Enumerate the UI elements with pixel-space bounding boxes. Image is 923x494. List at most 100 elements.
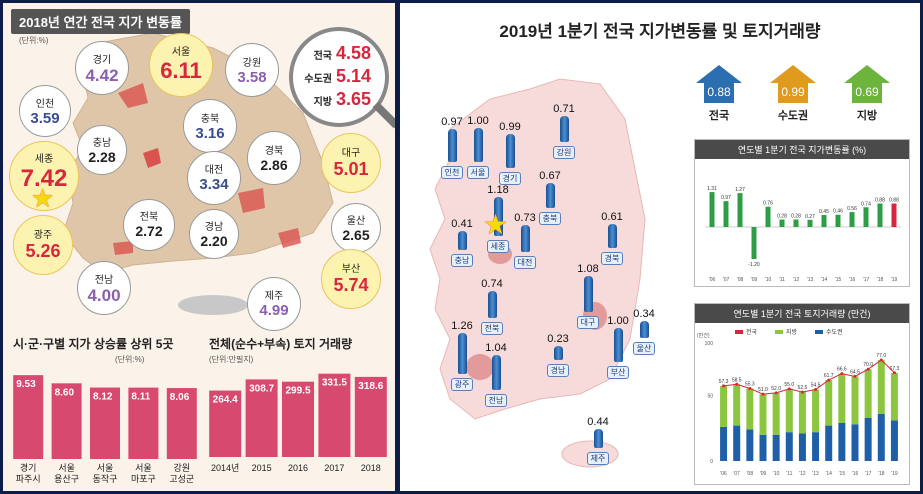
summary-row-national: 전국 4.58 — [293, 43, 385, 64]
transaction-bar-capital — [759, 434, 767, 461]
region-value: 0.99 — [499, 121, 521, 134]
rate-bar — [877, 203, 883, 227]
transaction-value-label: 52.0 — [771, 386, 781, 392]
transaction-value-label: 64.5 — [850, 369, 860, 375]
region-cylinder — [607, 224, 617, 248]
region-name: 제주 — [264, 291, 284, 302]
summary-house-icon: 0.88 전국 — [694, 63, 744, 122]
transaction-total-point — [748, 386, 752, 390]
region-name: 대구 — [576, 315, 600, 329]
region-cylinder — [559, 115, 569, 142]
summary-label: 수도권 — [304, 74, 332, 85]
top5-category-label: 강원 — [174, 463, 191, 473]
transaction-value-label: 70.0 — [863, 362, 873, 368]
transaction-bar-local — [772, 392, 780, 435]
top5-value-label: 9.53 — [16, 379, 36, 390]
region-value: 4.99 — [259, 302, 289, 319]
star-icon: ★ — [31, 183, 55, 213]
transaction-value-label: 55.3 — [745, 381, 755, 387]
transaction-value-label: 52.5 — [798, 385, 808, 391]
region-value: 0.73 — [514, 212, 536, 225]
rate-value-label: 0.45 — [819, 209, 829, 215]
right-panel: 2019년 1분기 전국 지가변동률 및 토지거래량 0.97 인천 1.00 서울 0… — [400, 3, 920, 491]
region-name: 전남 — [94, 275, 114, 286]
region-marker: 1.00 서울 — [464, 115, 492, 180]
transaction-category-label: '12 — [799, 471, 806, 477]
rate-value-label: 0.28 — [791, 214, 801, 220]
region-value: 6.11 — [160, 58, 202, 83]
transaction-total-point — [800, 390, 804, 394]
transaction-bar-local — [838, 373, 846, 423]
left-title: 2018년 연간 전국 지가 변동률 — [11, 9, 190, 34]
transaction-total-point — [774, 391, 778, 395]
region-marker: 1.00 부산 — [604, 315, 632, 380]
region-marker: 0.61 경북 — [598, 211, 626, 266]
volume-bar — [245, 379, 278, 457]
region-name: 전남 — [484, 393, 508, 407]
region-value: 0.44 — [587, 415, 609, 428]
transaction-category-label: '11 — [786, 471, 792, 477]
transaction-value-label: 54.5 — [811, 383, 821, 389]
transaction-bar-capital — [812, 432, 820, 461]
region-marker: 1.18 세종 — [484, 184, 512, 254]
transaction-bar-local — [798, 392, 806, 434]
top5-category-label: 고성군 — [169, 474, 194, 484]
transaction-total-point — [735, 382, 739, 386]
region-marker: 0.99 경기 — [496, 121, 524, 186]
rate-bar — [793, 219, 799, 227]
region-value: 0.97 — [441, 115, 463, 128]
region-cylinder — [457, 333, 467, 374]
transaction-bar-local — [864, 369, 872, 418]
volume-title: 전체(순수+부속) 토지 거래량 — [209, 337, 353, 351]
volume-value-label: 318.6 — [358, 381, 383, 392]
legend-swatch — [775, 330, 783, 334]
rate-category-label: '19 — [891, 277, 898, 283]
bubble-busan: 부산 5.74 — [321, 249, 381, 309]
transaction-value-label: 77.0 — [876, 353, 886, 359]
summary-house-label: 수도권 — [777, 110, 809, 122]
transaction-bar-local — [825, 380, 833, 426]
rate-bar — [891, 203, 897, 227]
region-name: 전북 — [480, 321, 504, 335]
top5-category-label: 용산구 — [54, 474, 79, 484]
transaction-bar-local — [812, 389, 820, 433]
summary-value: 3.65 — [336, 89, 372, 109]
region-cylinder — [505, 134, 515, 168]
transaction-y-tick: 100 — [705, 341, 714, 347]
transaction-value-label: 57.3 — [719, 379, 729, 385]
transaction-bar-capital — [864, 417, 872, 461]
region-value: 3.16 — [195, 125, 225, 142]
region-cylinder — [639, 321, 649, 338]
transaction-category-label: '17 — [865, 471, 872, 477]
summary-house-value: 0.99 — [781, 85, 805, 99]
bubble-daegu: 대구 5.01 — [321, 133, 381, 193]
rate-chart-box: 연도별 1분기 전국 지가변동률 (%) 1.31 '06 0.97 '07 1.27 '… — [694, 139, 910, 287]
transaction-bar-capital — [785, 432, 793, 461]
transaction-category-label: '08 — [747, 471, 754, 477]
transaction-category-label: '06 — [720, 471, 727, 477]
transaction-value-label: 51.0 — [758, 387, 768, 393]
region-name: 충남 — [450, 253, 474, 267]
top5-category-label: 서울 — [97, 463, 114, 473]
rate-category-label: '17 — [863, 277, 870, 283]
rate-value-label: 0.46 — [833, 209, 843, 215]
top5-value-label: 8.11 — [131, 392, 150, 403]
transaction-bar-local — [785, 388, 793, 433]
summary-row-local: 지방 3.65 — [293, 89, 385, 110]
top5-category-label: 파주시 — [16, 474, 41, 484]
bubble-ulsan: 울산 2.65 — [331, 203, 381, 253]
top5-bar — [51, 383, 82, 459]
rate-bar — [835, 214, 841, 227]
volume-category-label: 2018 — [361, 463, 381, 473]
rate-value-label: 1.31 — [707, 186, 717, 192]
top5-bar — [90, 387, 120, 459]
region-value: 0.74 — [481, 277, 503, 290]
volume-bar — [209, 390, 242, 457]
transaction-value-label: 58.5 — [732, 377, 742, 383]
region-marker: 0.73 대전 — [511, 212, 539, 270]
transaction-bar-capital — [877, 413, 885, 461]
region-value: 4.42 — [85, 66, 119, 85]
region-name: 대전 — [204, 165, 224, 176]
region-value: 2.65 — [342, 227, 370, 243]
region-cylinder — [491, 354, 501, 390]
